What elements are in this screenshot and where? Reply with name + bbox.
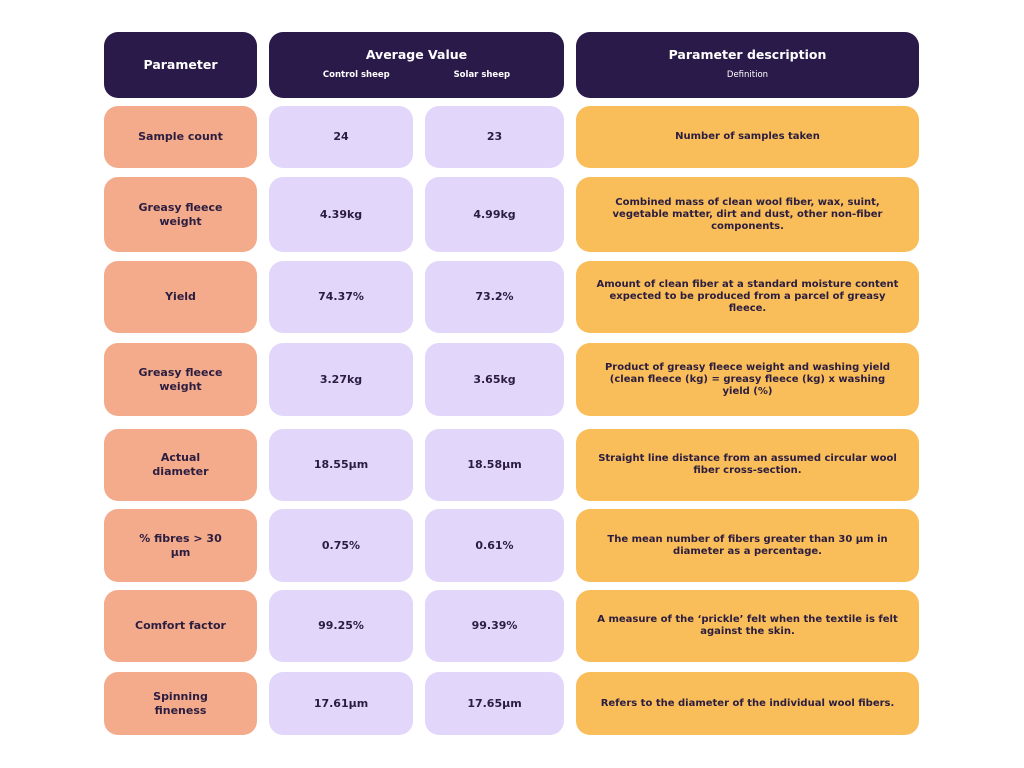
subheader-row: Control sheep Solar sheep bbox=[291, 68, 542, 82]
description-cell: Combined mass of clean wool fiber, wax, … bbox=[576, 177, 919, 252]
cell-text: Greasy fleece weight bbox=[138, 200, 223, 228]
header-cell: Parameter bbox=[104, 32, 257, 98]
cell-text: Sample count bbox=[138, 130, 223, 143]
cell-text: Straight line distance from an assumed c… bbox=[598, 453, 897, 476]
cell-text: A measure of the ‘prickle’ felt when the… bbox=[597, 614, 898, 637]
subheader-text: Control sheep bbox=[322, 70, 390, 80]
cell-text: Greasy fleece weight bbox=[138, 365, 223, 393]
cell-text: 74.37% bbox=[318, 290, 364, 303]
cell-text: 3.65kg bbox=[473, 372, 516, 386]
cell-text: 3.27kg bbox=[319, 372, 363, 386]
header-text: Parameter description bbox=[668, 47, 827, 62]
cell-text: The mean number of fibers greater than 3… bbox=[607, 533, 888, 557]
control-value-cell: 17.61µm bbox=[269, 672, 413, 735]
solar-value-cell: 4.99kg bbox=[425, 177, 564, 252]
description-cell: Amount of clean fiber at a standard mois… bbox=[576, 261, 919, 333]
header-text: Average Value bbox=[365, 47, 468, 62]
description-cell: A measure of the ‘prickle’ felt when the… bbox=[576, 590, 919, 662]
description-cell: The mean number of fibers greater than 3… bbox=[576, 509, 919, 582]
solar-value-cell: 23 bbox=[425, 106, 564, 168]
cell-text: Product of greasy fleece weight and wash… bbox=[604, 361, 891, 397]
cell-text: 4.99kg bbox=[473, 207, 516, 221]
solar-value-cell: 99.39% bbox=[425, 590, 564, 662]
header-text: Parameter bbox=[143, 57, 218, 72]
cell-text: 17.61µm bbox=[313, 696, 369, 710]
cell-text: Spinning fineness bbox=[153, 689, 208, 717]
cell-text: 18.55µm bbox=[313, 458, 369, 471]
control-value-cell: 24 bbox=[269, 106, 413, 168]
parameter-cell: Greasy fleece weight bbox=[104, 343, 257, 416]
solar-value-cell: 3.65kg bbox=[425, 343, 564, 416]
control-value-cell: 0.75% bbox=[269, 509, 413, 582]
solar-value-cell: 0.61% bbox=[425, 509, 564, 582]
control-value-cell: 4.39kg bbox=[269, 177, 413, 252]
cell-text: Combined mass of clean wool fiber, wax, … bbox=[612, 196, 883, 232]
cell-text: 23 bbox=[486, 130, 503, 143]
cell-text: 99.39% bbox=[471, 619, 518, 632]
subheader-text: Definition bbox=[726, 70, 769, 80]
parameter-cell: % fibres > 30 µm bbox=[104, 509, 257, 582]
solar-value-cell: 73.2% bbox=[425, 261, 564, 333]
cell-text: Comfort factor bbox=[135, 619, 226, 632]
description-cell: Straight line distance from an assumed c… bbox=[576, 429, 919, 501]
description-cell: Refers to the diameter of the individual… bbox=[576, 672, 919, 735]
parameter-cell: Spinning fineness bbox=[104, 672, 257, 735]
cell-text: Yield bbox=[165, 290, 196, 303]
control-value-cell: 18.55µm bbox=[269, 429, 413, 501]
cell-text: Number of samples taken bbox=[675, 131, 820, 142]
header-cell: Parameter description Definition bbox=[576, 32, 919, 98]
description-cell: Product of greasy fleece weight and wash… bbox=[576, 343, 919, 416]
cell-text: 99.25% bbox=[318, 619, 364, 632]
cell-text: 17.65µm bbox=[467, 696, 522, 710]
control-value-cell: 3.27kg bbox=[269, 343, 413, 416]
cell-text: 18.58µm bbox=[467, 458, 522, 471]
parameter-cell: Actual diameter bbox=[104, 429, 257, 501]
subheader-text: Solar sheep bbox=[453, 70, 511, 80]
cell-text: Actual diameter bbox=[152, 451, 209, 478]
parameter-cell: Comfort factor bbox=[104, 590, 257, 662]
solar-value-cell: 18.58µm bbox=[425, 429, 564, 501]
parameter-cell: Yield bbox=[104, 261, 257, 333]
cell-text: Refers to the diameter of the individual… bbox=[600, 697, 895, 709]
description-cell: Number of samples taken bbox=[576, 106, 919, 168]
parameter-cell: Sample count bbox=[104, 106, 257, 168]
cell-text: 24 bbox=[333, 130, 349, 143]
parameter-cell: Greasy fleece weight bbox=[104, 177, 257, 252]
cell-text: 73.2% bbox=[475, 290, 514, 303]
cell-text: % fibres > 30 µm bbox=[139, 531, 222, 559]
control-value-cell: 74.37% bbox=[269, 261, 413, 333]
control-value-cell: 99.25% bbox=[269, 590, 413, 662]
solar-value-cell: 17.65µm bbox=[425, 672, 564, 735]
cell-text: Amount of clean fiber at a standard mois… bbox=[596, 279, 899, 314]
cell-text: 4.39kg bbox=[319, 207, 363, 221]
header-cell: Average Value Control sheep Solar sheep bbox=[269, 32, 564, 98]
cell-text: 0.75% bbox=[321, 538, 361, 552]
cell-text: 0.61% bbox=[475, 538, 514, 552]
